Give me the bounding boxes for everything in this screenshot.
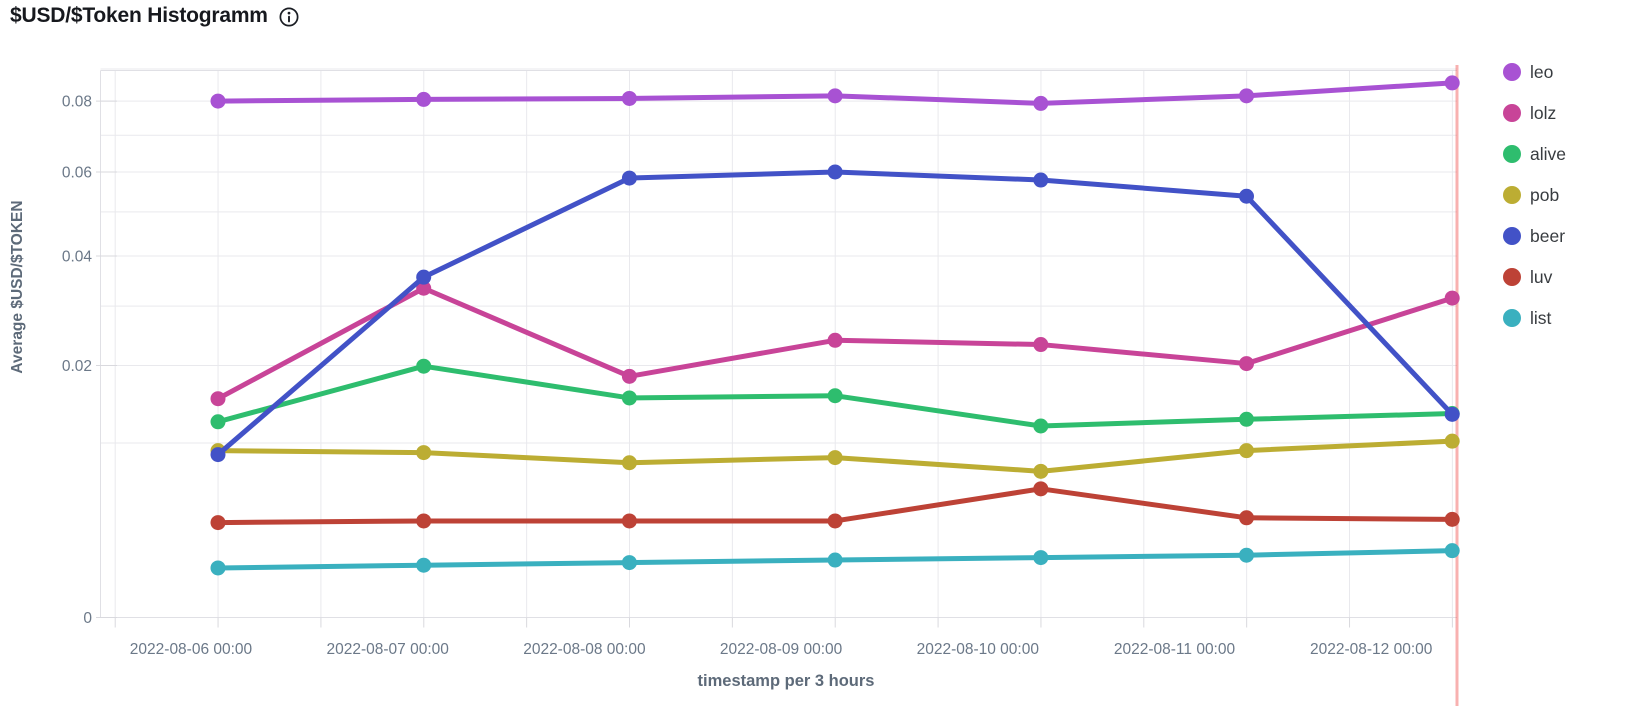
series-luv xyxy=(210,481,1460,531)
data-point-pob-1 xyxy=(416,445,432,461)
legend-item-list[interactable]: list xyxy=(1503,308,1552,328)
series-lolz xyxy=(210,280,1460,407)
x-tick-label: 2022-08-08 00:00 xyxy=(523,641,646,658)
data-point-lolz-2 xyxy=(621,368,637,384)
x-tick-label: 2022-08-09 00:00 xyxy=(720,641,843,658)
legend-label-luv: luv xyxy=(1530,267,1553,287)
x-tick-label: 2022-08-06 00:00 xyxy=(130,641,253,658)
data-point-pob-4 xyxy=(1033,463,1049,479)
x-tick-label: 2022-08-07 00:00 xyxy=(327,641,450,658)
legend-label-list: list xyxy=(1530,308,1552,328)
x-tick-label: 2022-08-10 00:00 xyxy=(917,641,1040,658)
data-point-beer-4 xyxy=(1033,172,1049,188)
data-point-beer-2 xyxy=(621,170,637,186)
data-point-luv-1 xyxy=(416,513,432,529)
data-point-beer-1 xyxy=(416,269,432,285)
data-point-luv-2 xyxy=(621,513,637,529)
y-axis-title: Average $USD/$TOKEN xyxy=(9,200,26,373)
data-point-luv-3 xyxy=(827,513,843,529)
data-point-lolz-5 xyxy=(1239,356,1254,372)
data-point-alive-0 xyxy=(210,414,226,430)
legend-item-luv[interactable]: luv xyxy=(1503,267,1553,287)
data-point-lolz-0 xyxy=(210,391,226,407)
data-point-list-0 xyxy=(210,560,226,576)
y-tick-label: 0.06 xyxy=(62,164,92,181)
data-point-list-1 xyxy=(416,557,432,573)
grid xyxy=(100,68,1457,618)
legend-label-lolz: lolz xyxy=(1530,103,1556,123)
legend-item-alive[interactable]: alive xyxy=(1503,144,1566,164)
data-point-leo-1 xyxy=(416,91,432,107)
data-point-alive-5 xyxy=(1239,411,1254,427)
x-axis-labels: 2022-08-06 00:00 2022-08-07 00:00 2022-08-… xyxy=(130,641,1433,658)
info-icon[interactable] xyxy=(278,6,300,28)
legend: leo lolz alive pob beer luv list xyxy=(1503,62,1566,328)
data-point-list-3 xyxy=(827,552,843,568)
legend-label-alive: alive xyxy=(1530,144,1566,164)
page-title: $USD/$Token Histogramm xyxy=(10,4,268,27)
data-point-list-5 xyxy=(1239,547,1254,563)
info-icon-glyph xyxy=(279,7,299,27)
data-point-list-6 xyxy=(1444,543,1460,559)
data-point-luv-6 xyxy=(1444,511,1460,527)
legend-marker-luv xyxy=(1503,268,1521,286)
chart-header: $USD/$Token Histogramm xyxy=(10,4,300,28)
data-point-luv-0 xyxy=(210,515,226,531)
y-axis-labels: 0.08 0.06 0.04 0.02 0 xyxy=(62,94,93,627)
x-axis-title: timestamp per 3 hours xyxy=(698,672,875,690)
x-tick-label: 2022-08-12 00:00 xyxy=(1310,641,1433,658)
data-point-lolz-1 xyxy=(416,280,432,296)
series-beer xyxy=(210,164,1460,463)
data-point-alive-1 xyxy=(416,358,432,374)
data-point-alive-4 xyxy=(1033,418,1049,434)
data-point-leo-5 xyxy=(1239,88,1254,104)
legend-label-beer: beer xyxy=(1530,226,1565,246)
data-point-pob-5 xyxy=(1239,443,1254,459)
legend-marker-beer xyxy=(1503,227,1521,245)
data-point-lolz-4 xyxy=(1033,337,1049,353)
data-point-lolz-6 xyxy=(1444,290,1460,306)
legend-item-lolz[interactable]: lolz xyxy=(1503,103,1556,123)
legend-item-leo[interactable]: leo xyxy=(1503,62,1553,82)
legend-label-pob: pob xyxy=(1530,185,1559,205)
data-point-luv-5 xyxy=(1239,510,1254,526)
series-list xyxy=(210,543,1460,576)
y-tick-label: 0.08 xyxy=(62,94,92,111)
data-point-luv-4 xyxy=(1033,481,1049,497)
data-point-leo-0 xyxy=(210,93,226,109)
data-point-lolz-3 xyxy=(827,332,843,348)
data-point-beer-3 xyxy=(827,164,843,180)
legend-marker-alive xyxy=(1503,145,1521,163)
series-leo xyxy=(210,75,1460,111)
data-point-alive-3 xyxy=(827,388,843,404)
x-tick-label: 2022-08-11 00:00 xyxy=(1114,641,1236,658)
data-point-list-4 xyxy=(1033,550,1049,566)
y-tick-label: 0.02 xyxy=(62,358,92,375)
data-point-pob-2 xyxy=(621,455,637,471)
data-point-leo-3 xyxy=(827,88,843,104)
data-point-list-2 xyxy=(621,555,637,571)
data-point-leo-6 xyxy=(1444,75,1460,91)
data-point-beer-5 xyxy=(1239,188,1254,204)
legend-label-leo: leo xyxy=(1530,62,1553,82)
data-point-leo-2 xyxy=(621,90,637,106)
data-point-leo-4 xyxy=(1033,95,1049,111)
data-point-beer-6 xyxy=(1444,406,1460,422)
data-point-pob-3 xyxy=(827,450,843,466)
legend-item-pob[interactable]: pob xyxy=(1503,185,1559,205)
data-point-pob-6 xyxy=(1444,433,1460,449)
legend-marker-leo xyxy=(1503,63,1521,81)
legend-marker-lolz xyxy=(1503,104,1521,122)
data-point-beer-0 xyxy=(210,447,226,463)
data-point-alive-2 xyxy=(621,390,637,406)
legend-marker-pob xyxy=(1503,186,1521,204)
legend-marker-list xyxy=(1503,309,1521,327)
y-tick-label: 0 xyxy=(83,610,92,627)
tick-marks xyxy=(96,100,1453,628)
legend-item-beer[interactable]: beer xyxy=(1503,226,1565,246)
y-tick-label: 0.04 xyxy=(62,249,93,266)
